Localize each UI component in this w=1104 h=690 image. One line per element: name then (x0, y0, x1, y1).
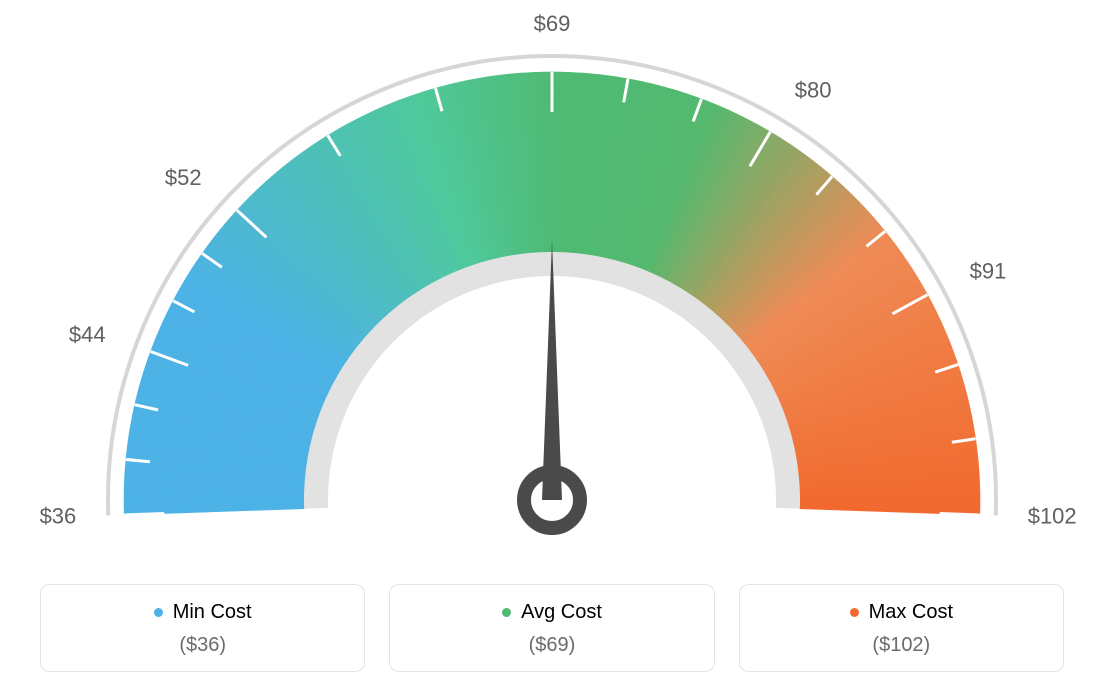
legend-value-max: ($102) (760, 634, 1043, 657)
legend-dot-min (154, 608, 163, 617)
legend-card-avg: Avg Cost ($69) (389, 584, 714, 672)
gauge-tick-label: $36 (40, 504, 77, 529)
gauge-tick-label: $69 (534, 11, 571, 36)
gauge-needle (542, 240, 562, 500)
gauge-tick-label: $102 (1028, 504, 1077, 529)
legend-card-min: Min Cost ($36) (40, 584, 365, 672)
legend-label-avg: Avg Cost (521, 601, 602, 624)
legend-dot-avg (502, 608, 511, 617)
gauge-tick-label: $52 (165, 165, 202, 190)
gauge-tick-label: $80 (795, 78, 832, 103)
legend-value-avg: ($69) (410, 634, 693, 657)
gauge-tick-label: $91 (970, 259, 1007, 284)
cost-gauge: $36 $44 $52 $69 $80 $91 $102 (0, 0, 1104, 560)
legend-label-min: Min Cost (173, 601, 252, 624)
legend-row: Min Cost ($36) Avg Cost ($69) Max Cost (… (0, 584, 1104, 672)
gauge-tick-label: $44 (69, 322, 106, 347)
legend-dot-max (850, 608, 859, 617)
legend-label-max: Max Cost (869, 601, 953, 624)
legend-value-min: ($36) (61, 634, 344, 657)
legend-card-max: Max Cost ($102) (739, 584, 1064, 672)
